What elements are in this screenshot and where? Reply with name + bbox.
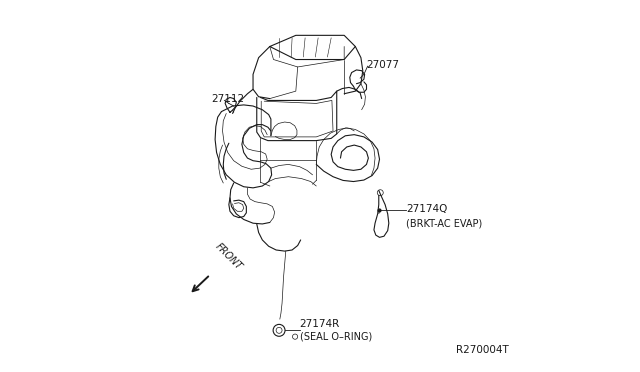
Text: FRONT: FRONT (214, 241, 244, 272)
Text: R270004T: R270004T (456, 345, 509, 355)
Text: (BRKT-AC EVAP): (BRKT-AC EVAP) (406, 219, 483, 229)
Text: 27174R: 27174R (300, 319, 340, 328)
Text: (SEAL O–RING): (SEAL O–RING) (300, 332, 372, 341)
Text: 27174Q: 27174Q (406, 204, 447, 214)
Text: 27077: 27077 (367, 60, 399, 70)
Text: 27112: 27112 (211, 94, 244, 103)
